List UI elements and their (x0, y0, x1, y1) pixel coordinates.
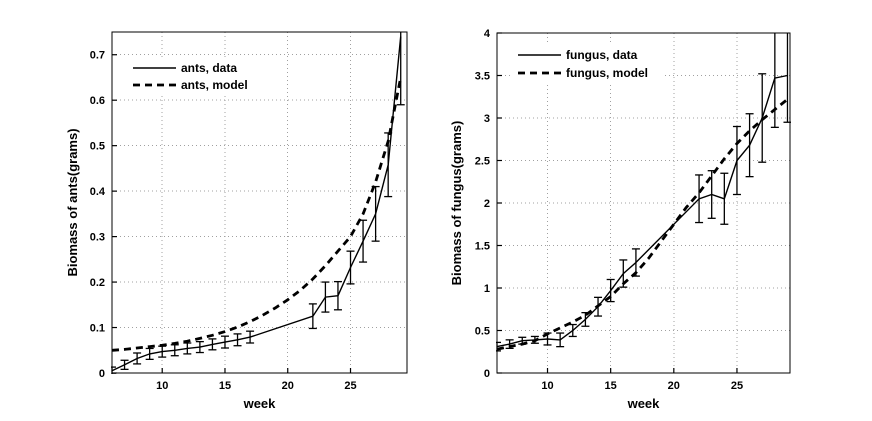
ants-chart: 10 15 20 25 0 0.1 0.2 0.3 0.4 0.5 0.6 0.7 week Biomas… (65, 31, 408, 411)
x-tick-label: 25 (731, 380, 743, 392)
y-tick-label: 0.7 (90, 50, 105, 62)
y-tick-label: 0.2 (90, 277, 105, 289)
fungus-chart: 10 15 20 25 0 0.5 1 1.5 2 2.5 3 3.5 4 week Biomass of … (449, 28, 791, 411)
legend-background (126, 57, 258, 95)
y-tick-label: 0.3 (90, 232, 105, 244)
x-axis-label: week (627, 396, 661, 411)
y-tick-label: 3 (484, 113, 490, 125)
ants-legend: ants, data ants, model (126, 57, 258, 95)
y-tick-label: 0 (99, 368, 105, 380)
legend-label: ants, model (181, 78, 248, 92)
x-tick-label: 10 (541, 380, 553, 392)
x-tick-label: 15 (605, 380, 617, 392)
x-axis-label: week (243, 396, 277, 411)
fungus-legend: fungus, data fungus, model (512, 44, 664, 84)
x-tick-label: 10 (156, 380, 168, 392)
y-tick-label: 0.6 (90, 95, 105, 107)
x-tick-label: 25 (344, 380, 356, 392)
y-tick-label: 0.5 (90, 141, 105, 153)
x-tick-label: 15 (219, 380, 231, 392)
y-tick-label: 0.1 (90, 323, 105, 335)
y-axis-label: Biomass of ants(grams) (65, 128, 80, 276)
legend-label: ants, data (181, 61, 237, 75)
y-tick-label: 2 (484, 198, 490, 210)
ants-series-layer (111, 32, 405, 374)
y-tick-label: 0 (484, 368, 490, 380)
y-tick-label: 4 (484, 28, 491, 40)
ants-data-line (111, 36, 402, 372)
y-tick-label: 1 (484, 283, 490, 295)
x-tick-label: 20 (668, 380, 680, 392)
y-axis-label: Biomass of fungus(grams) (449, 121, 464, 286)
y-tick-label: 1.5 (475, 241, 490, 253)
y-tick-label: 0.4 (90, 186, 106, 198)
y-tick-label: 0.5 (475, 326, 490, 338)
axes-box (111, 31, 408, 374)
legend-background (512, 44, 664, 84)
legend-label: fungus, model (566, 66, 648, 80)
legend-label: fungus, data (566, 48, 638, 62)
ants-model-line (111, 77, 403, 352)
y-tick-label: 2.5 (475, 156, 490, 168)
x-tick-label: 20 (282, 380, 294, 392)
y-tick-label: 3.5 (475, 71, 490, 83)
fungus-model-line (496, 98, 789, 351)
